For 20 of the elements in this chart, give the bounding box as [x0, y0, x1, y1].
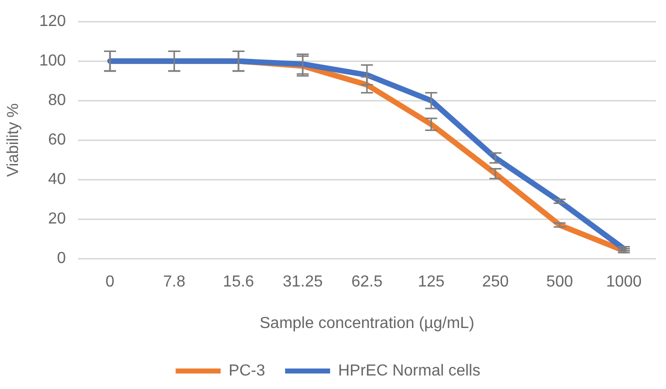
y-tick-label: 0	[56, 250, 66, 268]
x-tick-label: 15.6	[222, 274, 254, 291]
legend-label: PC-3	[228, 362, 266, 380]
y-tick-label: 20	[48, 210, 66, 228]
x-tick-label: 1000	[606, 274, 642, 291]
x-tick-label: 500	[546, 274, 574, 291]
x-tick-label: 0	[106, 274, 115, 291]
y-tick-label: 60	[48, 132, 66, 149]
y-tick-label: 120	[39, 13, 66, 30]
x-tick-label: 250	[482, 274, 509, 291]
x-tick-label: 62.5	[351, 274, 383, 291]
y-axis-title: Viability %	[5, 103, 22, 177]
x-tick-label: 31.25	[282, 274, 323, 291]
legend-label: HPrEC Normal cells	[338, 362, 480, 380]
x-tick-label: 125	[418, 274, 445, 291]
x-tick-label: 7.8	[163, 274, 186, 291]
y-tick-label: 80	[48, 92, 66, 110]
x-axis-title: Sample concentration (µg/mL)	[260, 314, 474, 332]
y-tick-label: 100	[39, 52, 66, 70]
y-tick-label: 40	[48, 171, 66, 188]
